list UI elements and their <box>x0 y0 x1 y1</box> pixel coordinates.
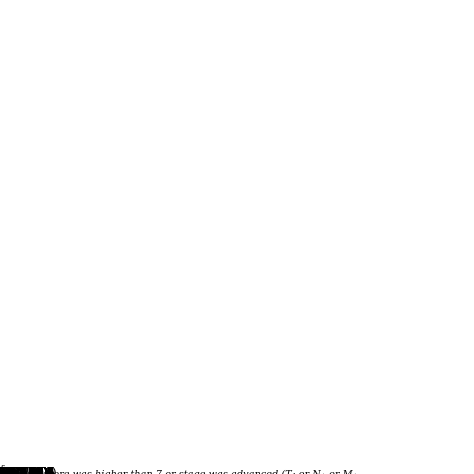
Text: 0.50 (0.2: 0.50 (0.2 <box>1 467 54 474</box>
Text: 0.91 (0.47-1.79): 0.91 (0.47-1.79) <box>0 467 48 474</box>
Text: 1.04 (0.56-1.91): 1.04 (0.56-1.91) <box>0 467 48 474</box>
Text: 0.78 (0.56-1.08): 0.78 (0.56-1.08) <box>0 467 48 474</box>
Text: 0.94 (0.69-1.29): 0.94 (0.69-1.29) <box>0 467 48 474</box>
Text: Quarti: Quarti <box>1 466 44 474</box>
Text: Gleason score was higher than 7 or stage was advanced (T₄ or N₊ or M₊: Gleason score was higher than 7 or stage… <box>0 469 358 474</box>
Text: 0.96 (0.6: 0.96 (0.6 <box>1 467 54 474</box>
Text: 0.96 (0.54-1.70): 0.96 (0.54-1.70) <box>0 467 48 474</box>
Text: 1.45 (1.07-1.96): 1.45 (1.07-1.96) <box>0 467 48 474</box>
Text: 1.40 (1.01-1.93): 1.40 (1.01-1.93) <box>0 467 48 474</box>
Text: 1.29 (0.93-1.78): 1.29 (0.93-1.78) <box>0 467 48 474</box>
Text: 0.80 (0.4: 0.80 (0.4 <box>1 467 54 474</box>
Text: 1.18 (0.85-1.64): 1.18 (0.85-1.64) <box>0 467 48 474</box>
Text: 0.40 (0.21-0.74): 0.40 (0.21-0.74) <box>0 467 48 474</box>
Text: 0.93 (0.46-1.88): 0.93 (0.46-1.88) <box>0 467 48 474</box>
Text: 1.01 (0.7: 1.01 (0.7 <box>1 467 54 474</box>
Text: Quartile II: Quartile II <box>0 466 35 474</box>
Text: (95% CI): (95% CI) <box>0 466 57 474</box>
Text: HR (95: HR (95 <box>1 466 43 474</box>
Text: 1.01 (0.74-1.38): 1.01 (0.74-1.38) <box>0 467 48 474</box>
Text: 0.84 (0.6: 0.84 (0.6 <box>1 467 54 474</box>
Text: 0.63 (0.3: 0.63 (0.3 <box>1 467 54 474</box>
Text: 1.04 (0.76-1.42): 1.04 (0.76-1.42) <box>0 467 48 474</box>
Text: 0.94 (0.6: 0.94 (0.6 <box>1 467 54 474</box>
Text: 0.54 (0.2: 0.54 (0.2 <box>1 467 54 474</box>
Text: 0.71 (0.36-1.39): 0.71 (0.36-1.39) <box>0 467 48 474</box>
Text: 0.81 (0.44-1.48): 0.81 (0.44-1.48) <box>0 467 48 474</box>
Text: 0.73 (0.39-1.37): 0.73 (0.39-1.37) <box>0 467 48 474</box>
Text: 0.81 (0.58-1.13): 0.81 (0.58-1.13) <box>0 467 48 474</box>
Text: 0.73 (0.3: 0.73 (0.3 <box>1 467 54 474</box>
Text: 0.24 (0.12-0.50): 0.24 (0.12-0.50) <box>0 467 48 474</box>
Text: 1.25 (0.9: 1.25 (0.9 <box>1 467 54 474</box>
Text: 0.53 (0.2: 0.53 (0.2 <box>1 467 54 474</box>
Text: 0.90 (0.48-1.70): 0.90 (0.48-1.70) <box>0 467 48 474</box>
Text: 1.00 (0.57-1.73): 1.00 (0.57-1.73) <box>0 467 48 474</box>
Text: 0.71 (0.38-1.36): 0.71 (0.38-1.36) <box>0 467 48 474</box>
Text: 0.56 (0.31-1.00): 0.56 (0.31-1.00) <box>0 467 48 474</box>
Text: 1.16 (0.8: 1.16 (0.8 <box>1 467 54 474</box>
Text: 1.25 (0.89-1.77): 1.25 (0.89-1.77) <box>0 467 48 474</box>
Text: 0.54 (0.29-1.02): 0.54 (0.29-1.02) <box>0 467 48 474</box>
Text: 1.14 (0.83-1.59): 1.14 (0.83-1.59) <box>0 467 48 474</box>
Text: 0.49 (0.27-0.88): 0.49 (0.27-0.88) <box>0 467 48 474</box>
Text: 0.67 (0.36-1.25): 0.67 (0.36-1.25) <box>0 467 48 474</box>
Text: 0.75 (0.41-1.38): 0.75 (0.41-1.38) <box>0 467 48 474</box>
Text: 0.87 (0.63-1.21): 0.87 (0.63-1.21) <box>0 467 48 474</box>
Text: §: § <box>0 464 5 473</box>
Text: 1.04 (0.76-1.41): 1.04 (0.76-1.41) <box>0 467 48 474</box>
Text: 0.98 (0.69-1.40): 0.98 (0.69-1.40) <box>0 467 48 474</box>
Text: 1.03 (0.75-1.43): 1.03 (0.75-1.43) <box>0 467 48 474</box>
Text: 0.90 (0.6: 0.90 (0.6 <box>1 467 54 474</box>
Text: 0.76 (0.5: 0.76 (0.5 <box>1 467 54 474</box>
Text: 0.82 (0.60-1.13): 0.82 (0.60-1.13) <box>0 467 48 474</box>
Text: 0.53 (0.31-0.92): 0.53 (0.31-0.92) <box>0 467 48 474</box>
Text: 0.92 (0.69-1.23): 0.92 (0.69-1.23) <box>0 467 48 474</box>
Text: HR (95% CI): HR (95% CI) <box>0 466 38 474</box>
Text: 0.46 (0.2: 0.46 (0.2 <box>1 467 54 474</box>
Text: Quartile III: Quartile III <box>0 466 38 474</box>
Text: 0.38 (0.1: 0.38 (0.1 <box>1 467 54 474</box>
Text: 1.47 (0.7: 1.47 (0.7 <box>1 467 54 474</box>
Text: 1.09 (0.7: 1.09 (0.7 <box>1 467 54 474</box>
Text: 1.08 (0.79-1.47): 1.08 (0.79-1.47) <box>0 467 48 474</box>
